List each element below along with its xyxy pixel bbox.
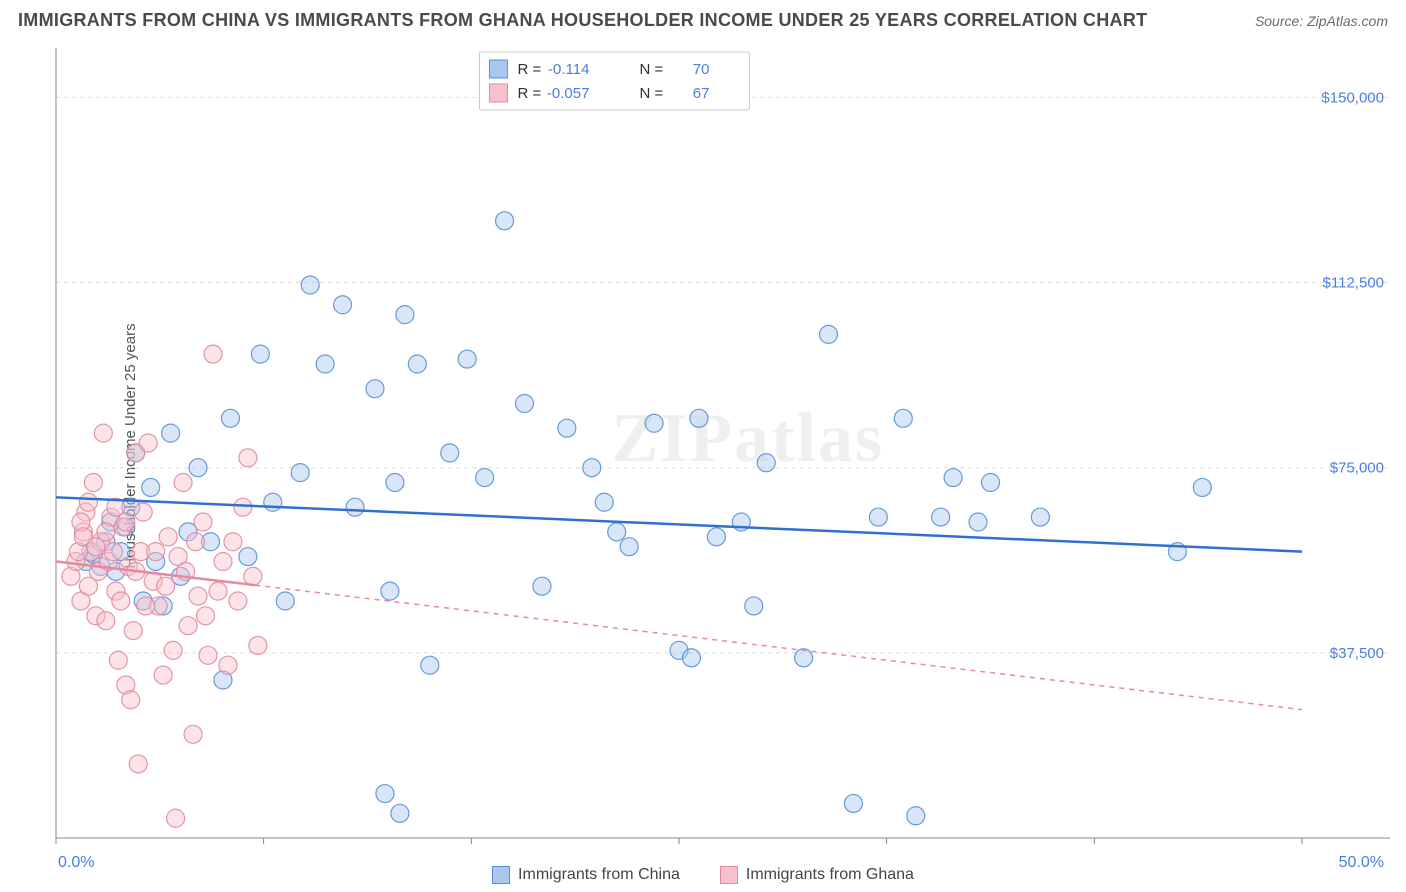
svg-text:R =: R = — [517, 85, 541, 102]
svg-text:ZIPatlas: ZIPatlas — [611, 400, 884, 477]
legend-item-ghana: Immigrants from Ghana — [720, 866, 914, 884]
svg-text:70: 70 — [693, 61, 710, 78]
svg-text:$75,000: $75,000 — [1330, 460, 1384, 477]
legend-swatch-ghana — [720, 866, 738, 884]
chart-header: IMMIGRANTS FROM CHINA VS IMMIGRANTS FROM… — [0, 0, 1406, 37]
svg-text:$37,500: $37,500 — [1330, 645, 1384, 662]
legend-item-china: Immigrants from China — [492, 866, 680, 884]
chart-plot-area: $37,500 $75,000 $112,500 $150,000 ZIPatlas R … — [50, 46, 1392, 844]
svg-text:-0.057: -0.057 — [547, 85, 590, 102]
svg-text:$112,500: $112,500 — [1323, 275, 1384, 292]
svg-text:$150,000: $150,000 — [1321, 89, 1384, 106]
svg-text:R =: R = — [517, 61, 541, 78]
chart-title: IMMIGRANTS FROM CHINA VS IMMIGRANTS FROM… — [18, 10, 1147, 31]
legend-label-ghana: Immigrants from Ghana — [746, 866, 914, 884]
bottom-legend: Immigrants from China Immigrants from Gh… — [0, 866, 1406, 884]
source-attribution: Source: ZipAtlas.com — [1255, 13, 1388, 29]
legend-swatch-china — [492, 866, 510, 884]
svg-text:N =: N = — [639, 61, 663, 78]
legend-label-china: Immigrants from China — [518, 866, 680, 884]
scatter-plot-svg: $37,500 $75,000 $112,500 $150,000 ZIPatlas R … — [50, 46, 1392, 844]
svg-text:-0.114: -0.114 — [548, 61, 589, 78]
svg-text:67: 67 — [693, 85, 710, 102]
svg-text:N =: N = — [639, 85, 663, 102]
